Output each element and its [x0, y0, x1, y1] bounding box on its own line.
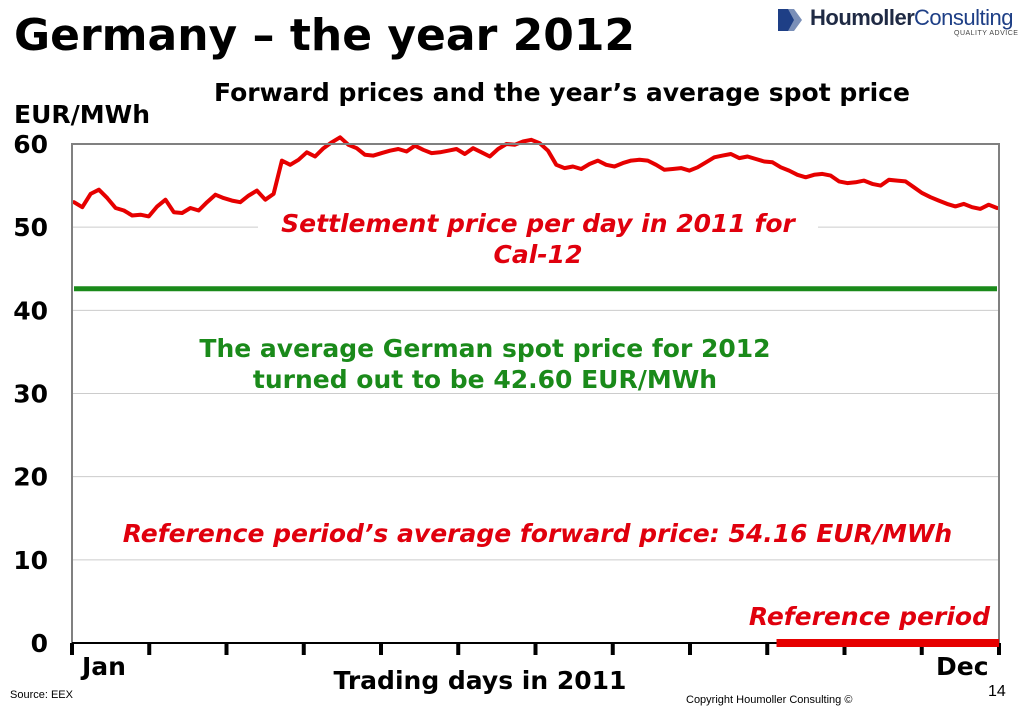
y-tick-label-20: 20 — [13, 463, 48, 492]
settlement-annotation: Settlement price per day in 2011 for Cal… — [258, 208, 818, 271]
logo-tagline: QUALITY ADVICE — [954, 30, 1019, 37]
forward-price-line — [72, 135, 999, 219]
reference-average-annotation: Reference period’s average forward price… — [122, 519, 953, 548]
x-end-label: Dec — [936, 652, 989, 681]
y-axis-label: EUR/MWh — [14, 100, 151, 129]
logo-word-houmoller: Houmoller — [810, 5, 915, 30]
copyright-note: Copyright Houmoller Consulting © — [686, 694, 853, 706]
y-tick-label-60: 60 — [13, 130, 48, 159]
reference-period-bar — [776, 639, 999, 647]
x-start-label: Jan — [82, 652, 126, 681]
slide-number: 14 — [988, 683, 1006, 700]
x-axis-label: Trading days in 2011 — [333, 666, 627, 695]
chart-title: Forward prices and the year’s average sp… — [214, 78, 910, 107]
y-tick-label-30: 30 — [13, 380, 48, 409]
series-layer — [72, 135, 999, 292]
spot-price-annotation: The average German spot price for 2012 t… — [199, 334, 771, 395]
source-note: Source: EEX — [10, 689, 73, 701]
y-tick-label-40: 40 — [13, 296, 48, 325]
company-logo: Houmoller Consulting QUALITY ADVICE — [776, 5, 1021, 39]
reference-period-label: Reference period — [748, 602, 990, 631]
logo-word-consulting: Consulting — [914, 5, 1013, 30]
slide-title: Germany – the year 2012 — [14, 10, 636, 61]
y-tick-labels: 0 10 20 30 40 50 60 — [13, 130, 48, 658]
y-tick-label-50: 50 — [13, 213, 48, 242]
y-tick-label-0: 0 — [31, 629, 48, 658]
logo-mark-icon — [778, 9, 802, 31]
y-tick-label-10: 10 — [13, 546, 48, 575]
